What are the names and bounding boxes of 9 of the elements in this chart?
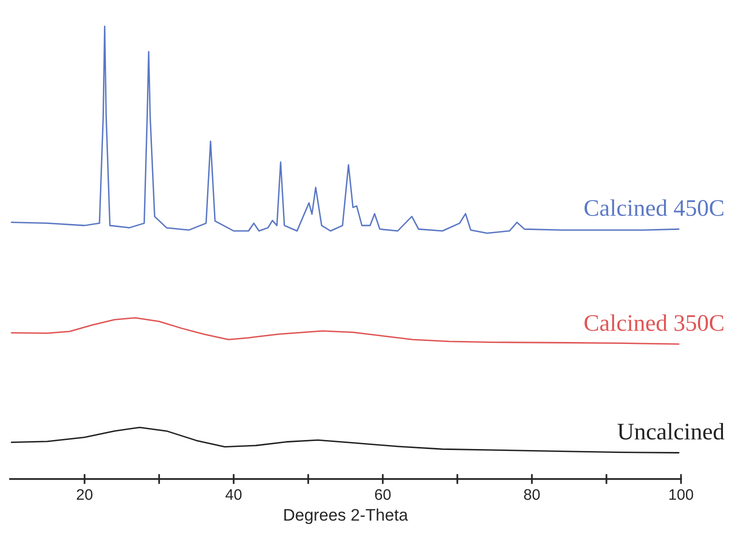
x-tick-label: 20 bbox=[76, 489, 92, 500]
x-tick-label: 100 bbox=[669, 489, 694, 500]
x-tick-label: 60 bbox=[375, 489, 391, 500]
x-tick-label: 40 bbox=[226, 489, 242, 500]
series-label: Calcined 350C bbox=[584, 314, 724, 331]
x-axis-title: Degrees 2-Theta bbox=[284, 508, 408, 524]
x-tick-label: 80 bbox=[524, 489, 540, 500]
series-label: Uncalcined bbox=[618, 423, 724, 440]
series-label: Calcined 450C bbox=[584, 199, 724, 216]
